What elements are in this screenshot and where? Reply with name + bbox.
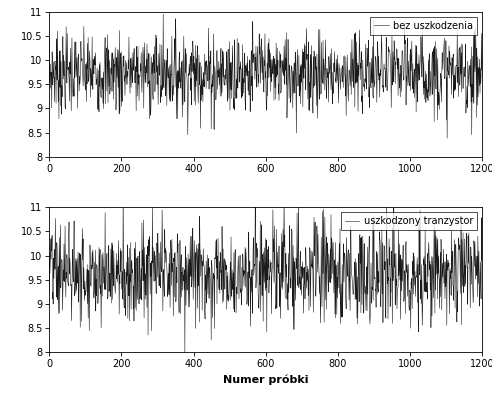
Legend: bez uszkodzenia: bez uszkodzenia xyxy=(370,17,477,35)
Legend: uszkodzony tranzystor: uszkodzony tranzystor xyxy=(340,212,477,230)
X-axis label: Numer próbki: Numer próbki xyxy=(223,374,308,385)
